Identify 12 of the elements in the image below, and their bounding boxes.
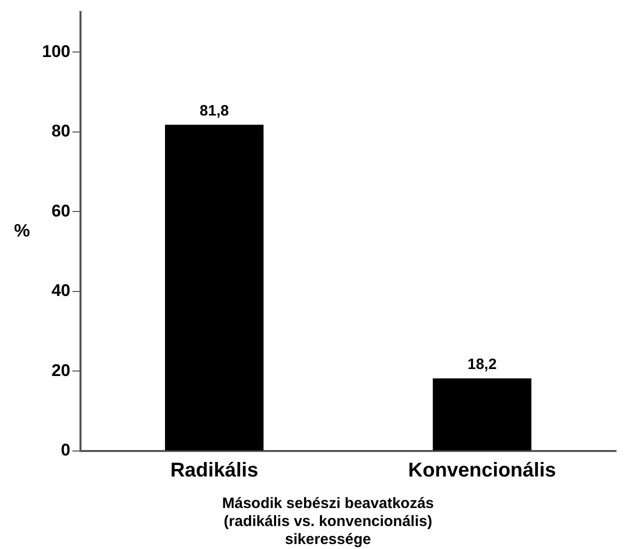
x-tick-label: Radikális [170, 460, 258, 482]
y-axis-title: % [14, 220, 30, 241]
data-label: 18,2 [467, 356, 497, 374]
data-label: 81,8 [200, 102, 229, 120]
x-axis-title: Második sebészi beavatkozás (radikális vs. konvencionális) sikeressége [222, 495, 434, 548]
y-tick-label: 100 [42, 42, 70, 61]
y-tick-label: 20 [51, 360, 70, 380]
y-tick-label: 80 [51, 122, 70, 141]
x-tick-label: Konvencionális [408, 460, 556, 482]
y-tick-label: 60 [51, 201, 70, 220]
y-tick-label: 40 [51, 281, 70, 300]
y-tick-label: 0 [60, 440, 70, 460]
